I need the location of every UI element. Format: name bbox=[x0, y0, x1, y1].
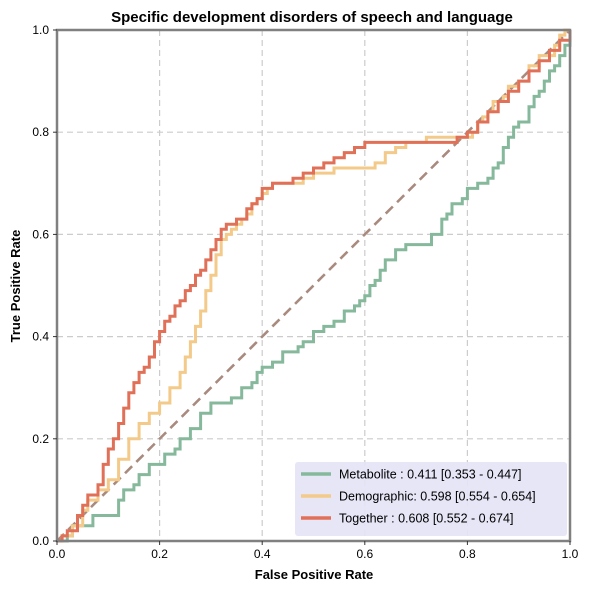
x-axis-ticks: 0.0 0.2 0.4 0.6 0.8 1.0 bbox=[49, 541, 579, 561]
plot-frame bbox=[55, 28, 572, 543]
legend-label-metabolite: Metabolite : 0.411 [0.353 - 0.447] bbox=[339, 468, 522, 482]
y-tick-label: 0.2 bbox=[32, 432, 49, 446]
chance-diagonal-line bbox=[56, 29, 571, 542]
x-tick-label: 0.0 bbox=[49, 547, 66, 561]
y-tick-label: 0.6 bbox=[32, 227, 49, 241]
legend-label-together: Together : 0.608 [0.552 - 0.674] bbox=[339, 512, 513, 526]
legend-box bbox=[295, 462, 567, 536]
x-tick-label: 0.8 bbox=[459, 547, 476, 561]
series-layer bbox=[57, 28, 572, 543]
legend-label-demographic: Demographic: 0.598 [0.554 - 0.654] bbox=[339, 490, 536, 504]
series-line-demographic bbox=[57, 28, 570, 543]
x-axis-label: False Positive Rate bbox=[255, 567, 374, 582]
series-line-metabolite bbox=[57, 30, 572, 543]
y-tick-label: 0.8 bbox=[32, 125, 49, 139]
legend: Metabolite : 0.411 [0.353 - 0.447] Demogr… bbox=[295, 462, 567, 536]
grid bbox=[57, 30, 570, 541]
diagonal-layer bbox=[56, 29, 571, 542]
y-tick-label: 0.0 bbox=[32, 534, 49, 548]
chart-title: Specific development disorders of speech… bbox=[111, 9, 513, 26]
y-tick-label: 0.4 bbox=[32, 330, 49, 344]
series-line-together bbox=[57, 30, 572, 543]
x-tick-label: 0.4 bbox=[254, 547, 271, 561]
y-tick-label: 1.0 bbox=[32, 23, 49, 37]
y-axis-ticks: 0.0 0.2 0.4 0.6 0.8 1.0 bbox=[32, 23, 57, 548]
x-tick-label: 1.0 bbox=[562, 547, 579, 561]
y-axis-label: True Positive Rate bbox=[8, 230, 23, 343]
x-tick-label: 0.2 bbox=[151, 547, 168, 561]
x-tick-label: 0.6 bbox=[356, 547, 373, 561]
